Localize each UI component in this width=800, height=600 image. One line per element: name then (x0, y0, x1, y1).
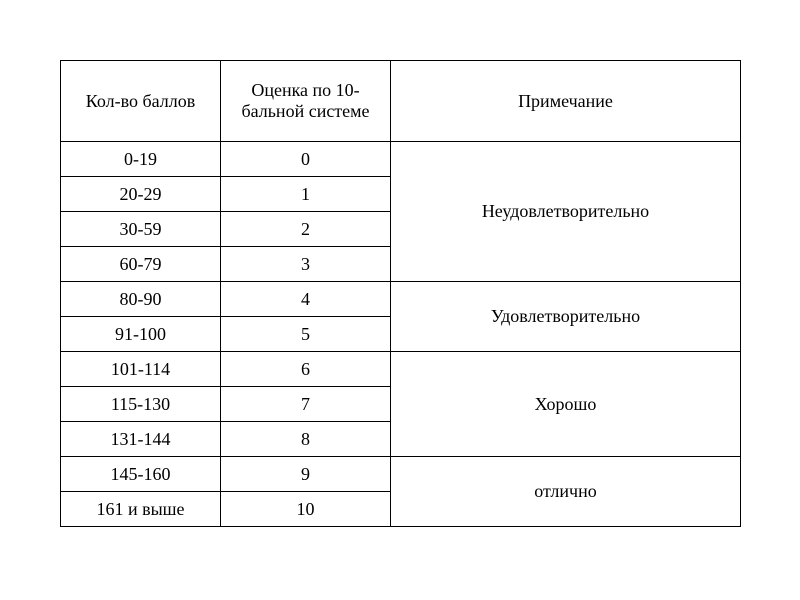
cell-grade: 8 (221, 422, 391, 457)
cell-grade: 5 (221, 317, 391, 352)
header-points: Кол-во баллов (61, 61, 221, 142)
cell-points: 161 и выше (61, 492, 221, 527)
table-row: 145-160 9 отлично (61, 457, 741, 492)
table-header-row: Кол-во баллов Оценка по 10-бальной систе… (61, 61, 741, 142)
header-note: Примечание (391, 61, 741, 142)
cell-points: 0-19 (61, 142, 221, 177)
cell-points: 60-79 (61, 247, 221, 282)
cell-grade: 9 (221, 457, 391, 492)
cell-points: 131-144 (61, 422, 221, 457)
cell-points: 20-29 (61, 177, 221, 212)
cell-points: 101-114 (61, 352, 221, 387)
cell-points: 80-90 (61, 282, 221, 317)
cell-grade: 2 (221, 212, 391, 247)
cell-note: Неудовлетворительно (391, 142, 741, 282)
table-row: 101-114 6 Хорошо (61, 352, 741, 387)
cell-grade: 4 (221, 282, 391, 317)
cell-points: 30-59 (61, 212, 221, 247)
cell-grade: 7 (221, 387, 391, 422)
cell-grade: 1 (221, 177, 391, 212)
table-row: 80-90 4 Удовлетворительно (61, 282, 741, 317)
table-row: 0-19 0 Неудовлетворительно (61, 142, 741, 177)
cell-grade: 0 (221, 142, 391, 177)
cell-grade: 3 (221, 247, 391, 282)
cell-grade: 6 (221, 352, 391, 387)
cell-points: 115-130 (61, 387, 221, 422)
grading-table: Кол-во баллов Оценка по 10-бальной систе… (60, 60, 741, 527)
header-grade: Оценка по 10-бальной системе (221, 61, 391, 142)
cell-grade: 10 (221, 492, 391, 527)
cell-note: Хорошо (391, 352, 741, 457)
cell-note: Удовлетворительно (391, 282, 741, 352)
cell-points: 91-100 (61, 317, 221, 352)
cell-note: отлично (391, 457, 741, 527)
cell-points: 145-160 (61, 457, 221, 492)
